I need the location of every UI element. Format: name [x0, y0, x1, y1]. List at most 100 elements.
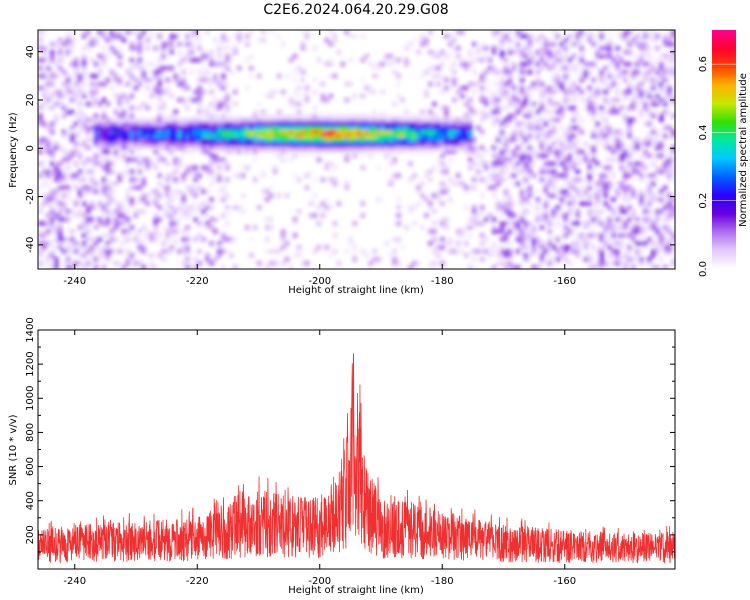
heatmap-cell: [312, 249, 318, 254]
heatmap-cell: [647, 77, 652, 83]
heatmap-cell: [221, 101, 226, 107]
heatmap-cell: [221, 45, 226, 51]
heatmap-cell: [615, 193, 620, 198]
heatmap-cell: [165, 125, 170, 131]
heatmap-cell: [328, 117, 334, 123]
heatmap-cell: [539, 49, 545, 55]
heatmap-cell: [424, 173, 429, 178]
heatmap-cell: [53, 169, 59, 174]
heatmap-cell: [336, 149, 342, 155]
heatmap-cell: [651, 249, 656, 254]
heatmap-cell: [81, 69, 87, 75]
heatmap-cell: [177, 133, 182, 139]
heatmap-cell: [603, 261, 608, 266]
heatmap-cell: [97, 201, 103, 206]
heatmap-cell: [551, 65, 557, 71]
heatmap-cell: [531, 241, 537, 246]
heatmap-cell: [595, 189, 600, 194]
heatmap-y-tick-label: -40: [25, 237, 36, 253]
heatmap-cell: [663, 213, 668, 218]
heatmap-cell: [61, 185, 67, 190]
heatmap-cell: [197, 125, 202, 131]
heatmap-cell: [655, 241, 660, 246]
heatmap-cell: [320, 133, 326, 139]
heatmap-cell: [165, 249, 170, 254]
heatmap-cell: [77, 73, 83, 79]
heatmap-cell: [81, 161, 87, 167]
heatmap-cell: [89, 249, 95, 254]
heatmap-cell: [181, 69, 186, 75]
heatmap-cell: [173, 73, 178, 79]
heatmap-cell: [169, 113, 174, 119]
heatmap-cell: [603, 165, 608, 171]
heatmap-cell: [121, 149, 127, 155]
heatmap-cell: [368, 121, 374, 127]
heatmap-cell: [444, 169, 449, 174]
heatmap-cell: [201, 109, 206, 115]
heatmap-cell: [651, 265, 656, 269]
heatmap-cell: [233, 89, 238, 95]
heatmap-cell: [376, 125, 381, 131]
heatmap-cell: [109, 73, 115, 79]
heatmap-cell: [364, 53, 370, 59]
heatmap-cell: [599, 261, 604, 266]
heatmap-cell: [221, 157, 226, 163]
heatmap-cell: [225, 165, 230, 171]
heatmap-cell: [101, 30, 107, 35]
heatmap-cell: [611, 221, 616, 226]
heatmap-cell: [165, 133, 170, 139]
heatmap-cell: [201, 49, 206, 55]
heatmap-cell: [611, 109, 616, 115]
heatmap-cell: [312, 113, 318, 119]
heatmap-cell: [452, 141, 457, 147]
heatmap-cell: [137, 61, 143, 67]
heatmap-cell: [404, 45, 409, 51]
heatmap-cell: [109, 133, 115, 139]
heatmap-cell: [607, 137, 612, 143]
heatmap-cell: [185, 145, 190, 151]
heatmap-cell: [519, 85, 525, 91]
heatmap-cell: [412, 133, 417, 139]
heatmap-cell: [217, 101, 222, 107]
heatmap-cell: [380, 113, 385, 119]
heatmap-cell: [245, 133, 250, 139]
heatmap-cell: [479, 221, 485, 226]
heatmap-cell: [53, 113, 59, 119]
heatmap-cell: [189, 117, 194, 123]
heatmap-cell: [436, 253, 441, 258]
heatmap-cell: [169, 225, 174, 230]
heatmap-cell: [264, 189, 270, 194]
heatmap-cell: [503, 209, 509, 214]
heatmap-cell: [647, 53, 652, 59]
heatmap-cell: [308, 117, 314, 123]
heatmap-cell: [93, 153, 99, 159]
heatmap-cell: [229, 121, 234, 127]
heatmap-cell: [57, 93, 63, 99]
heatmap-cell: [547, 89, 553, 95]
heatmap-cell: [57, 201, 63, 206]
heatmap-cell: [193, 57, 198, 63]
heatmap-cell: [663, 229, 668, 234]
heatmap-cell: [308, 141, 314, 147]
heatmap-cell: [189, 33, 194, 39]
heatmap-cell: [221, 161, 226, 167]
heatmap-cell: [667, 217, 672, 222]
heatmap-cell: [268, 225, 274, 230]
heatmap-cell: [495, 105, 501, 111]
heatmap-cell: [69, 137, 75, 143]
heatmap-cell: [595, 197, 600, 202]
heatmap-cell: [233, 45, 238, 51]
heatmap-cell: [396, 213, 401, 218]
heatmap-cell: [177, 97, 182, 103]
heatmap-cell: [241, 193, 246, 198]
heatmap-cell: [280, 149, 286, 155]
heatmap-cell: [181, 249, 186, 254]
heatmap-cell: [667, 205, 672, 210]
heatmap-cell: [487, 173, 493, 178]
heatmap-cell: [197, 37, 202, 43]
heatmap-cell: [647, 257, 652, 262]
heatmap-cell: [185, 133, 190, 139]
heatmap-cell: [45, 197, 51, 202]
heatmap-cell: [623, 69, 628, 75]
heatmap-cell: [38, 149, 43, 155]
